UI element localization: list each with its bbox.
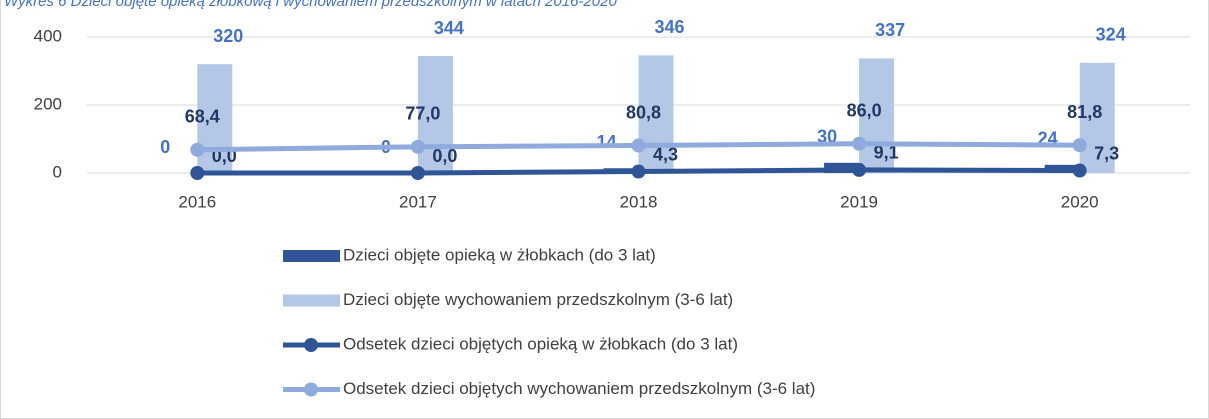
x-tick-label: 2016	[178, 192, 216, 211]
bar	[417, 56, 453, 173]
bar	[197, 64, 233, 173]
line-point	[631, 164, 646, 179]
line-point	[631, 138, 646, 153]
chart-title: Wykres 6 Dzieci objęte opieką żłobkową i…	[4, 0, 617, 10]
legend-swatch	[304, 382, 318, 397]
line-value-label: 7,3	[1094, 143, 1119, 163]
x-tick-label: 2018	[620, 192, 658, 211]
legend-label: Odsetek dzieci objętych opieką w żłobkac…	[343, 334, 738, 353]
line-value-label: 86,0	[847, 101, 882, 121]
y-tick-label: 0	[53, 162, 62, 181]
line-value-label: 81,8	[1067, 102, 1102, 122]
line-point	[1072, 138, 1087, 153]
legend-label: Odsetek dzieci objętych wychowaniem prze…	[343, 379, 815, 398]
y-tick-label: 200	[34, 94, 62, 113]
line-value-label: 68,4	[185, 106, 220, 126]
bar-value-label: 337	[875, 20, 905, 40]
line-value-label: 77,0	[405, 104, 440, 124]
x-tick-label: 2020	[1061, 192, 1099, 211]
legend-swatch	[283, 294, 340, 307]
bar	[1079, 62, 1115, 174]
line-value-label: 4,3	[653, 144, 678, 164]
legend-swatch	[283, 250, 340, 262]
bar-value-label: 320	[213, 26, 243, 46]
bar	[859, 58, 895, 173]
line-value-label: 80,8	[626, 102, 661, 122]
line-point	[410, 166, 425, 180]
line-value-label: 9,1	[874, 143, 899, 163]
bar-value-label: 346	[654, 17, 684, 37]
legend-label: Dzieci objęte opieką w żłobkach (do 3 la…	[343, 245, 656, 264]
line-point	[190, 166, 205, 180]
legend-label: Dzieci objęte wychowaniem przedszkolnym …	[343, 290, 733, 309]
line-point	[1072, 163, 1087, 178]
x-tick-label: 2019	[840, 192, 878, 211]
line-value-label: 0,0	[432, 146, 457, 166]
legend-swatch	[304, 338, 318, 352]
line-point	[410, 139, 425, 154]
bar	[638, 55, 674, 173]
bar-value-label: 0	[160, 137, 170, 157]
bar-value-label: 324	[1096, 25, 1126, 45]
x-tick-label: 2017	[399, 192, 437, 211]
bar-value-label: 14	[596, 132, 616, 152]
y-tick-label: 400	[34, 26, 62, 45]
line-point	[852, 162, 867, 177]
line-point	[190, 142, 205, 157]
bar-value-label: 344	[434, 18, 464, 38]
line-point	[852, 136, 867, 151]
